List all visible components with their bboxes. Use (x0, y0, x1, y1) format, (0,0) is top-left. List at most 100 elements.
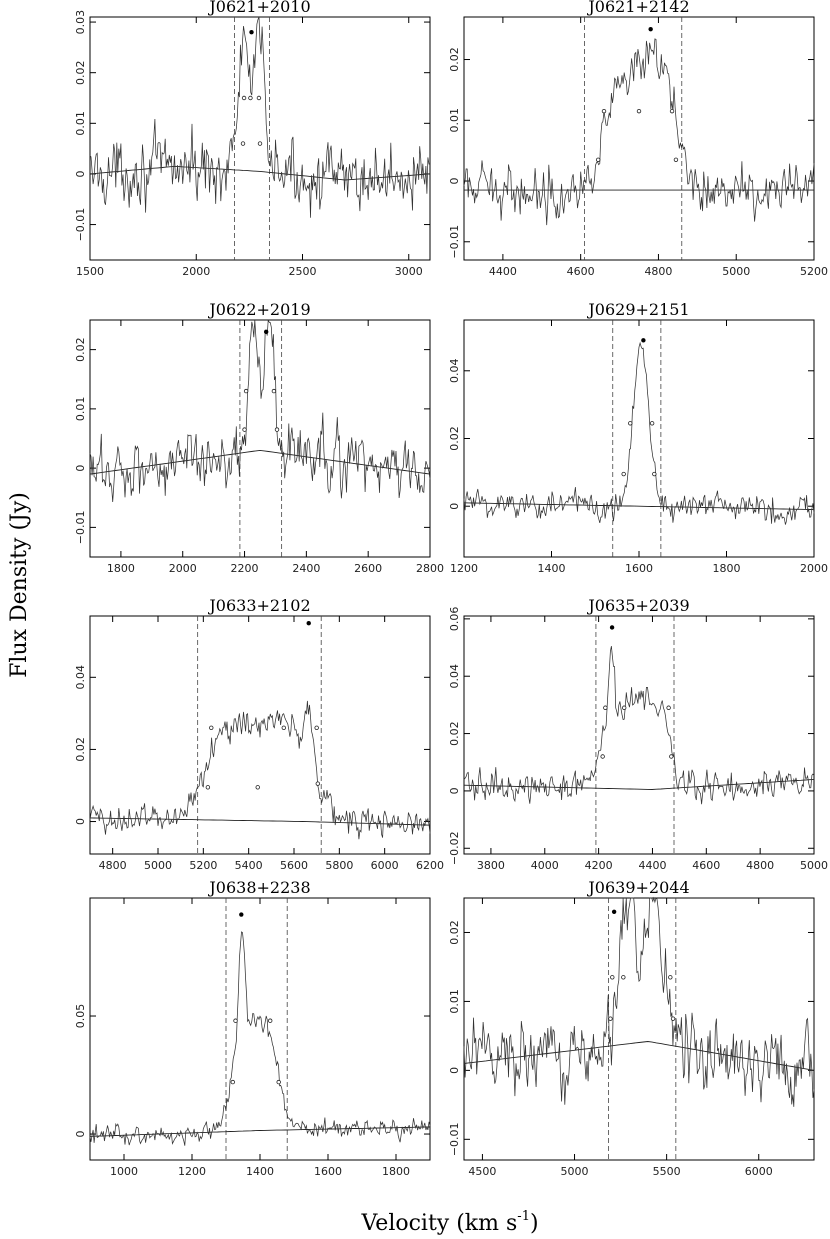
width-level-marker (636, 108, 642, 114)
baseline-fit-curve (463, 502, 815, 511)
width-level-marker (668, 975, 673, 980)
x-tick-label: 2600 (354, 562, 382, 575)
y-axis-title: Flux Density (Jy) (7, 492, 32, 678)
baseline-fit-curve (89, 165, 431, 181)
width-level-marker (276, 1079, 281, 1085)
width-level-marker (670, 1016, 676, 1021)
y-tick-label: −0.01 (448, 1122, 461, 1156)
x-axis-title-main: Velocity (km s (360, 1211, 517, 1236)
spectrum-line (463, 896, 815, 1107)
width-level-marker (600, 754, 605, 759)
y-tick-label: 0.06 (448, 607, 461, 632)
x-tick-label: 2000 (169, 562, 197, 575)
width-level-marker (240, 141, 246, 146)
x-axis-title-exponent: -1 (517, 1209, 530, 1224)
x-tick-label: 1400 (538, 562, 566, 575)
width-level-marker (669, 108, 675, 114)
x-tick-label: 4600 (692, 859, 720, 872)
width-level-marker (230, 1079, 235, 1085)
plot-frame (89, 615, 431, 855)
spectrum-line (463, 38, 815, 226)
y-tick-label: 0.01 (448, 989, 461, 1014)
width-level-marker (242, 427, 247, 432)
panel-title: J0629+2151 (586, 300, 689, 319)
plot-frame (463, 615, 815, 855)
y-tick-label: 0 (74, 465, 87, 472)
width-level-marker (603, 705, 608, 710)
x-tick-label: 2200 (231, 562, 259, 575)
width-level-marker (608, 1016, 613, 1021)
panel-title: J0621+2142 (586, 0, 689, 16)
width-level-marker (601, 108, 607, 114)
x-tick-label: 3000 (395, 265, 423, 278)
y-tick-label: 0.02 (448, 47, 461, 72)
plot-frame (463, 16, 815, 261)
plot-frame (463, 319, 815, 558)
width-level-marker (281, 725, 286, 730)
x-tick-label: 1200 (450, 562, 478, 575)
panel-title: J0633+2102 (207, 596, 310, 615)
width-level-marker (255, 785, 260, 790)
spectrum-panel: J0633+2102 4800 5000 5200 5400 5600 5800 6000 62… (74, 596, 444, 872)
x-tick-label: 2500 (289, 265, 317, 278)
width-level-marker (209, 725, 214, 730)
width-level-marker (669, 754, 674, 759)
spectrum-line (89, 700, 431, 840)
spectrum-line (89, 931, 431, 1146)
width-level-marker (610, 975, 615, 980)
x-tick-label: 5800 (325, 859, 353, 872)
width-level-marker (621, 975, 626, 980)
x-axis-title: Velocity (km s-1) (360, 1209, 538, 1236)
y-tick-label: 0 (74, 170, 87, 177)
width-level-marker (666, 705, 671, 710)
x-tick-label: 1500 (76, 265, 104, 278)
y-tick-label: 0 (448, 787, 461, 794)
y-tick-label: −0.01 (74, 511, 87, 545)
x-axis-title-end: ) (530, 1211, 539, 1236)
x-tick-label: 2000 (800, 562, 828, 575)
x-tick-label: 1000 (110, 1165, 138, 1178)
y-tick-label: 0.01 (74, 111, 87, 136)
peak-flux-marker (641, 338, 646, 343)
spectrum-panel: J0621+2142 4400 4600 4800 5000 5200 −0.01 0 0.01… (448, 0, 828, 278)
y-tick-label: 0 (448, 1067, 461, 1074)
y-tick-label: 0.02 (448, 426, 461, 451)
x-tick-label: 5000 (722, 265, 750, 278)
x-tick-label: 4000 (531, 859, 559, 872)
width-level-marker (628, 421, 633, 426)
x-tick-label: 1400 (246, 1165, 274, 1178)
y-tick-label: 0.02 (448, 920, 461, 945)
peak-flux-marker (239, 912, 244, 917)
x-tick-label: 5000 (800, 859, 828, 872)
y-tick-label: 0.02 (74, 737, 87, 762)
width-level-marker (621, 705, 627, 710)
x-tick-label: 5200 (800, 265, 828, 278)
width-level-marker (268, 1018, 273, 1023)
plot-frame (89, 319, 431, 558)
y-tick-label: 0 (448, 503, 461, 510)
x-tick-label: 5000 (561, 1165, 589, 1178)
spectrum-line (89, 319, 431, 503)
x-tick-label: 4800 (746, 859, 774, 872)
y-tick-label: 0.01 (448, 108, 461, 132)
spectrum-panel: J0621+2010 1500 2000 2500 3000 −0.01 0 0.01 0.02… (74, 0, 431, 278)
y-tick-label: 0.02 (448, 721, 461, 746)
spectrum-panel: J0639+2044 4500 5000 5500 6000 −0.01 0 0.01 0.02 (448, 878, 815, 1178)
y-tick-label: −0.02 (448, 831, 461, 865)
plot-frame (89, 16, 431, 261)
y-tick-label: 0.02 (74, 337, 87, 362)
x-tick-label: 1800 (713, 562, 741, 575)
spectrum-panel: J0638+2238 1000 1200 1400 1600 1800 0 0.05 (74, 878, 431, 1178)
width-level-marker (652, 471, 657, 477)
width-level-marker (673, 157, 679, 162)
x-tick-label: 4800 (644, 265, 672, 278)
x-tick-label: 5200 (189, 859, 217, 872)
y-tick-label: 0.02 (74, 60, 87, 85)
spectrum-panel: J0629+2151 1200 1400 1600 1800 2000 0 0.02 0.04 (448, 300, 828, 575)
y-tick-label: 0.04 (448, 359, 461, 384)
x-tick-label: 4200 (585, 859, 613, 872)
spectrum-panel: J0622+2019 1800 2000 2200 2400 2600 2800 −0.01 0… (74, 300, 444, 575)
x-tick-label: 5500 (653, 1165, 681, 1178)
width-level-marker (649, 421, 655, 426)
